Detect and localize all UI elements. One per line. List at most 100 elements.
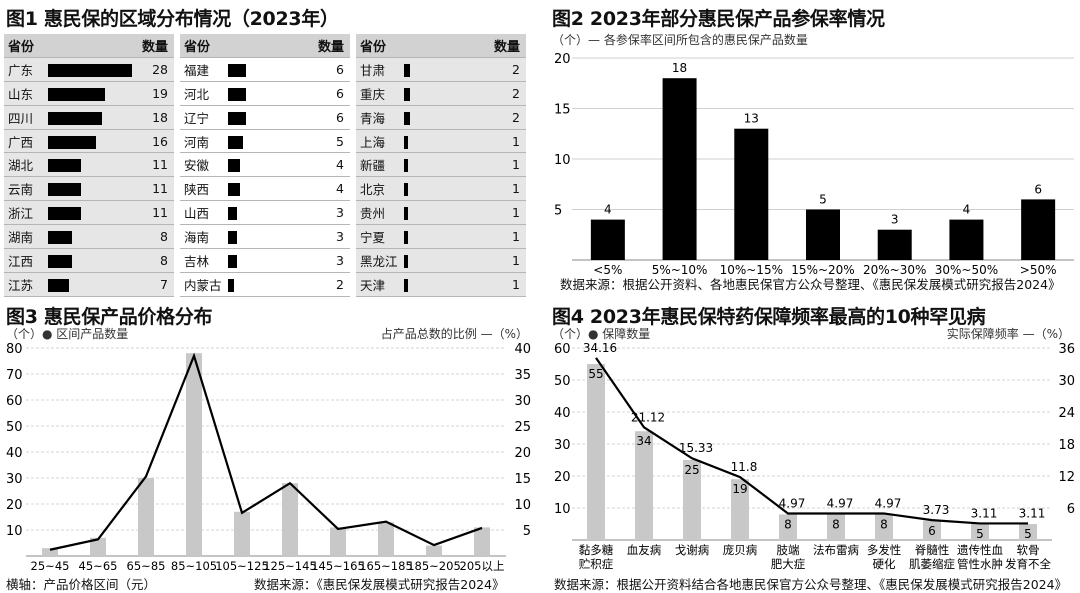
fig1-table-row: 吉林 3 (180, 248, 350, 273)
fig1-count-value: 28 (132, 57, 174, 82)
fig1-count-value: 1 (480, 129, 526, 154)
fig4-bar-value-label: 8 (784, 517, 792, 531)
fig1-province-name: 湖南 (4, 224, 49, 250)
fig3-right-tick-label: 35 (514, 368, 531, 383)
fig4-right-tick-label: 12 (1058, 470, 1075, 485)
fig1-bar-cell (48, 176, 133, 202)
fig3-bar (42, 548, 58, 556)
fig2-legend: （个）— 各参保率区间所包含的惠民保产品数量 (552, 33, 808, 47)
fig4-bar-value-label: 5 (1024, 527, 1032, 541)
fig3-left-tick-label: 50 (6, 420, 23, 435)
fig3-xtick-label: 45~65 (79, 559, 118, 573)
fig1-table-row: 天津 1 (356, 272, 526, 297)
fig1-province-name: 宁夏 (356, 224, 404, 250)
fig4-panel: 图4 2023年惠民保特药保障频率最高的10种罕见病 （个）● 保障数量 实际保… (552, 302, 1078, 592)
fig1-bar-cell (404, 272, 480, 297)
fig4-bar (731, 479, 749, 540)
fig2-ytick-label: 10 (554, 153, 571, 168)
fig1-count-value: 4 (304, 176, 350, 202)
fig1-count-value: 1 (480, 272, 526, 297)
fig1-bar-cell (404, 152, 480, 178)
fig1-bar-cell (228, 152, 304, 178)
fig1-bar (228, 135, 243, 149)
fig3-xtick-label: 85~105 (171, 559, 217, 573)
fig1-bar (228, 207, 237, 221)
fig1-table-row: 安徽 4 (180, 152, 350, 178)
fig1-bar-cell (404, 129, 480, 154)
fig1-province-name: 内蒙古 (180, 272, 228, 297)
fig1-bar (404, 254, 408, 268)
fig1-bar-cell (404, 57, 480, 82)
fig4-line-value-label: 4.97 (827, 496, 854, 510)
fig4-line-value-label: 34.16 (583, 341, 617, 355)
fig4-right-tick-label: 36 (1058, 342, 1075, 357)
fig1-province-name: 天津 (356, 272, 404, 297)
fig2-xtick-label: 30%~50% (935, 263, 998, 277)
fig1-province-name: 贵州 (356, 200, 404, 226)
fig2-data-label: 6 (1034, 182, 1042, 196)
fig1-bar (48, 278, 70, 292)
fig2-panel: 图2 2023年部分惠民保产品参保率情况 （个）— 各参保率区间所包含的惠民保产… (552, 4, 1078, 294)
fig1-bar (404, 231, 408, 245)
fig3-bar (282, 483, 298, 556)
fig1-province-name: 青海 (356, 105, 404, 130)
fig4-left-tick-label: 20 (554, 470, 571, 485)
fig1-table-row: 陕西 4 (180, 176, 350, 202)
fig4-xtick-label: 肌萎缩症 (909, 557, 955, 571)
fig3-bar (186, 353, 202, 556)
fig1-count-value: 2 (480, 57, 526, 82)
fig1-province-name: 广西 (4, 129, 49, 154)
fig2-ytick-label: 20 (554, 52, 571, 67)
fig1-count-value: 2 (304, 272, 350, 297)
fig1-header-province: 省份 (180, 34, 304, 58)
fig2-bar (734, 128, 769, 260)
fig4-bar (587, 364, 605, 540)
fig4-xtick-label: 庞贝病 (723, 543, 758, 557)
fig3-left-tick-label: 30 (6, 472, 23, 487)
fig4-line-value-label: 3.11 (1019, 506, 1046, 520)
fig4-bar (875, 514, 893, 540)
fig4-line-value-label: 4.97 (779, 496, 806, 510)
fig4-xtick-label: 肥大症 (771, 557, 806, 571)
fig3-bar (234, 511, 250, 556)
fig1-table-row: 江苏 7 (4, 272, 174, 297)
fig1-bar (228, 63, 246, 77)
fig1-bar (48, 111, 103, 125)
fig1-bar-cell (404, 81, 480, 106)
fig1-table-row: 宁夏 1 (356, 224, 526, 250)
fig4-xtick-label: 肢端 (777, 543, 800, 557)
fig1-province-name: 陕西 (180, 176, 228, 202)
fig1-count-value: 8 (132, 248, 174, 273)
fig4-bar (1019, 524, 1037, 540)
fig1-bar-cell (228, 176, 304, 202)
fig4-line-value-label: 3.11 (971, 506, 998, 520)
fig2-data-label: 13 (744, 112, 759, 126)
fig1-bar-cell (228, 248, 304, 273)
fig4-xtick-label: 硬化 (873, 557, 896, 571)
fig1-province-name: 云南 (4, 176, 49, 202)
fig1-count-value: 6 (304, 57, 350, 82)
fig1-header-count: 数量 (304, 34, 350, 58)
fig4-bar (779, 514, 797, 540)
fig1-header-province: 省份 (4, 34, 133, 58)
fig1-province-name: 黑龙江 (356, 248, 404, 273)
fig4-xtick-label: 血友病 (627, 543, 662, 557)
fig1-bar (228, 183, 240, 197)
fig4-bar-value-label: 6 (928, 524, 936, 538)
fig1-bar-cell (228, 200, 304, 226)
fig1-header-count: 数量 (132, 34, 174, 58)
fig4-xtick-label: 黏多糖 (579, 543, 614, 557)
fig3-left-tick-label: 40 (6, 446, 23, 461)
fig1-bar (404, 183, 408, 197)
fig1-bar (48, 159, 82, 173)
fig2-data-label: 4 (604, 203, 612, 217)
fig1-province-name: 安徽 (180, 152, 228, 178)
fig4-right-tick-label: 24 (1058, 406, 1075, 421)
fig1-table-row: 云南 11 (4, 176, 174, 202)
fig3-xtick-label: 165~185 (359, 559, 413, 573)
fig4-bar (971, 524, 989, 540)
fig1-header-row: 省份 数量 (356, 34, 526, 58)
fig2-bar (877, 229, 912, 260)
fig3-left-tick-label: 80 (6, 342, 23, 357)
fig4-source: 数据来源：根据公开资料结合各地惠民保官方公众号整理、《惠民保发展模式研究报告20… (554, 577, 1068, 592)
